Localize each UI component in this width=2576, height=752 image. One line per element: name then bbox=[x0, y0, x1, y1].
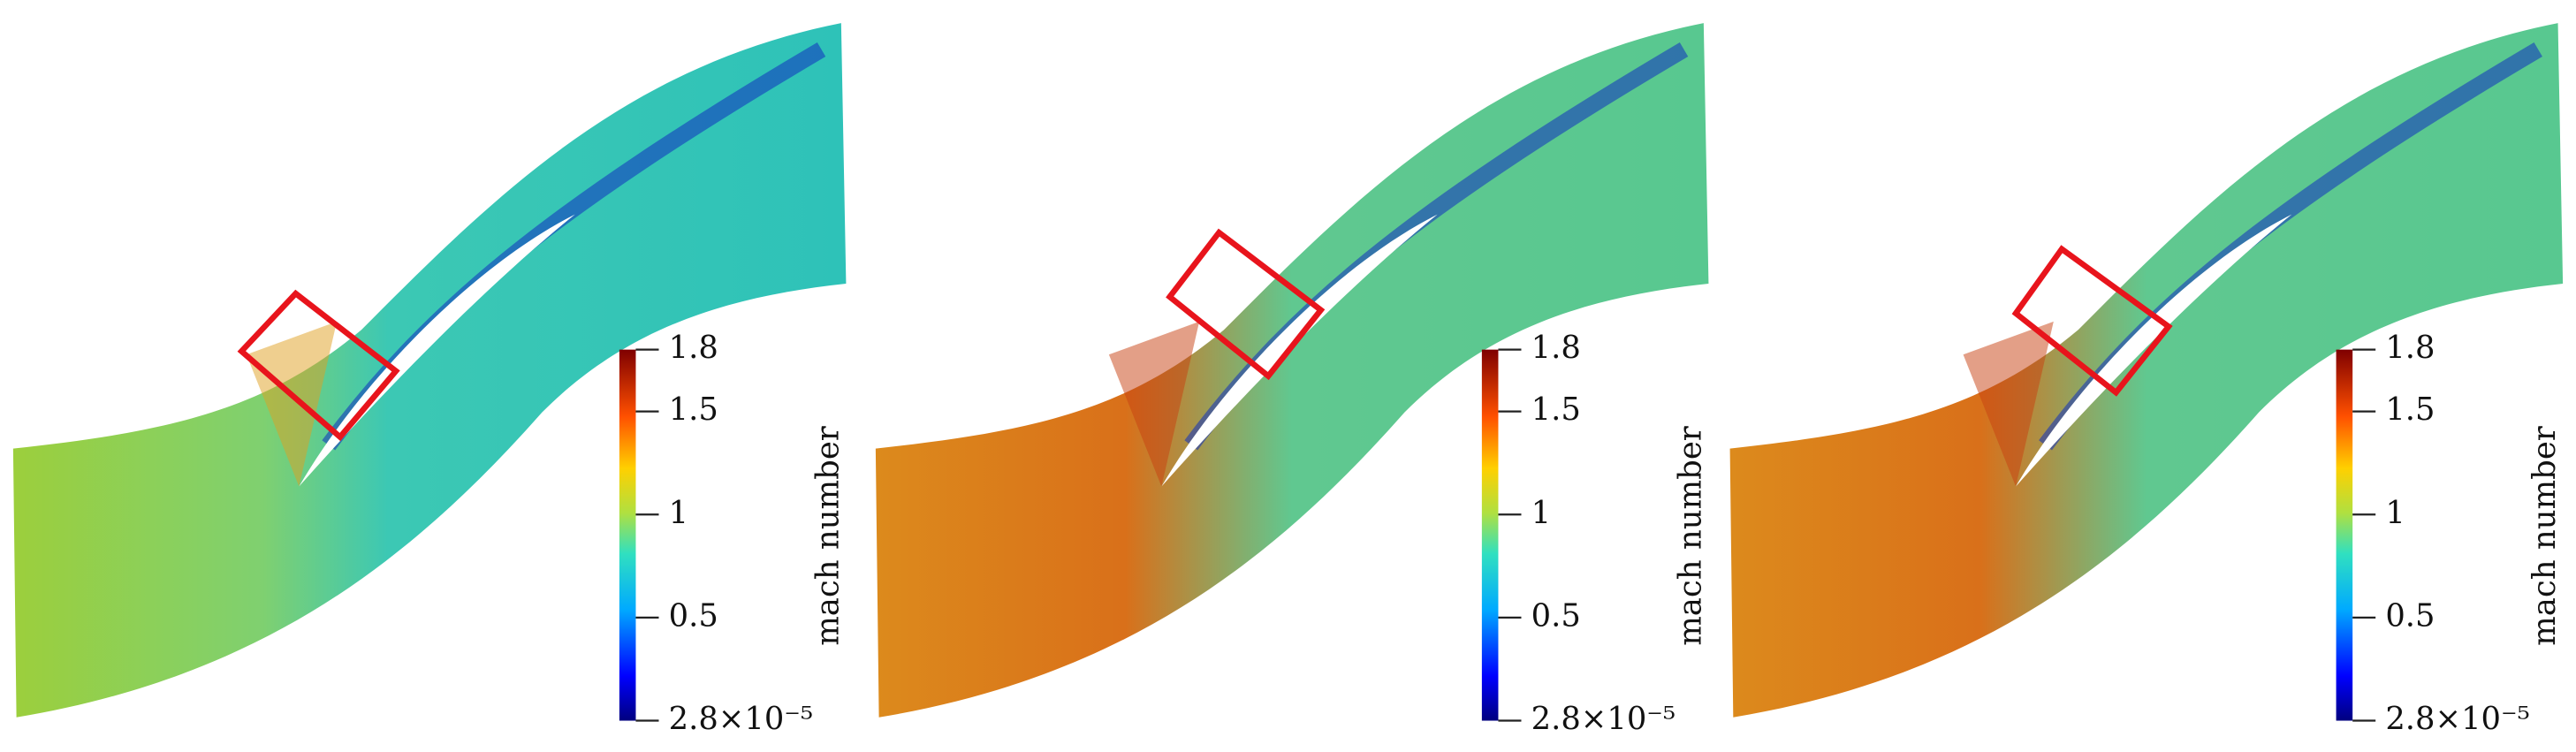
flow-field bbox=[875, 23, 1709, 718]
shock-fan bbox=[1108, 321, 1200, 487]
colorbar-tick-label: 0.5 bbox=[669, 597, 718, 634]
flow-panel bbox=[12, 23, 847, 718]
colorbar-tick-label: 1.8 bbox=[2385, 330, 2435, 366]
colorbar bbox=[619, 349, 636, 721]
colorbar-tick-label: 1.8 bbox=[1531, 330, 1581, 366]
colorbar-tick-label: 0.5 bbox=[2385, 597, 2435, 634]
colorbar-tick-label: 2.8×10⁻⁵ bbox=[2385, 701, 2529, 737]
flow-panel bbox=[1729, 23, 2564, 718]
colorbar-label: mach number bbox=[2527, 426, 2563, 646]
flow-panel bbox=[875, 23, 1709, 718]
highlight-box bbox=[1166, 228, 1326, 381]
colorbar-tick-label: 1.5 bbox=[669, 391, 718, 428]
colorbar-tick-label: 1.5 bbox=[1531, 391, 1581, 428]
shock-fan bbox=[1963, 321, 2054, 487]
colorbar bbox=[2336, 349, 2353, 721]
colorbar-tick-label: 1 bbox=[1531, 495, 1551, 531]
colorbar-tick-label: 1.8 bbox=[669, 330, 718, 366]
colorbar-tick-label: 0.5 bbox=[1531, 597, 1581, 634]
colorbar-label: mach number bbox=[809, 426, 846, 646]
shock-fan bbox=[246, 321, 338, 487]
flow-field bbox=[12, 23, 847, 718]
colorbar-tick-label: 2.8×10⁻⁵ bbox=[669, 701, 813, 737]
colorbar-label: mach number bbox=[1672, 426, 1708, 646]
colorbar-tick-label: 1.5 bbox=[2385, 391, 2435, 428]
colorbar-tick-label: 1 bbox=[669, 495, 688, 531]
highlight-box bbox=[237, 289, 400, 442]
highlight-box bbox=[2011, 245, 2173, 397]
flow-field bbox=[1729, 23, 2564, 718]
colorbar bbox=[1481, 349, 1499, 721]
colorbar-tick-label: 2.8×10⁻⁵ bbox=[1531, 701, 1676, 737]
colorbar-tick-label: 1 bbox=[2385, 495, 2405, 531]
